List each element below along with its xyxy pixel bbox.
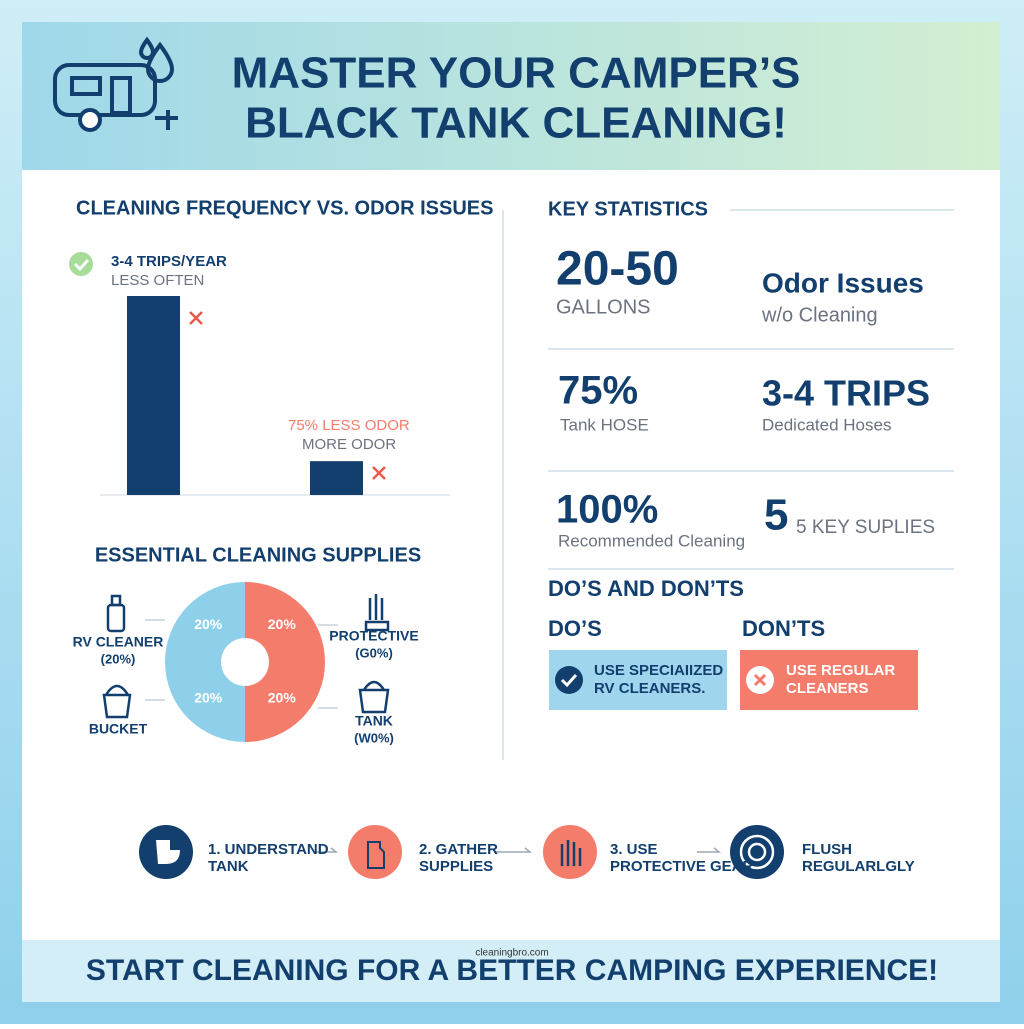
title-line: MASTER YOUR CAMPER’S: [232, 49, 801, 98]
donts-heading: DON’TS: [742, 616, 825, 641]
pie-annotation: (20%): [101, 651, 136, 666]
annotation: 3-4 TRIPS/YEAR: [111, 253, 227, 270]
stat-label: Recommended Cleaning: [558, 531, 745, 550]
section-title: DO’S AND DON’TS: [548, 576, 744, 601]
slice-label: 20%: [194, 616, 223, 632]
step-text: FLUSH: [802, 841, 852, 858]
stat-value: 100%: [556, 488, 658, 532]
annotation: MORE ODOR: [302, 436, 396, 453]
bar: [127, 296, 180, 495]
stat-label: Tank HOSE: [560, 415, 649, 434]
step-icons: [139, 825, 784, 879]
step-text: TANK: [208, 858, 249, 875]
do-text: RV CLEANERS.: [594, 680, 705, 697]
dont-text: CLEANERS: [786, 680, 869, 697]
stat-label: GALLONS: [556, 296, 650, 318]
stat-value: 75%: [558, 369, 638, 413]
chart-title: CLEANING FREQUENCY VS. ODOR ISSUES: [76, 197, 493, 219]
step-text: 2. GATHER: [419, 841, 498, 858]
section-title: KEY STATISTICS: [548, 198, 708, 220]
stat-value: 5: [764, 491, 788, 540]
step-text: 3. USE: [610, 841, 658, 858]
main-panel: [22, 170, 1000, 940]
pie-annotation: TANK: [355, 713, 393, 729]
cross-mark: [753, 673, 767, 687]
bar: [310, 461, 363, 495]
stat-value: Odor Issues: [762, 267, 924, 298]
stat-label: Dedicated Hoses: [762, 415, 891, 434]
slice-label: 20%: [268, 689, 297, 705]
camper-icon: [53, 36, 178, 132]
pie-annotation: (G0%): [355, 645, 393, 660]
header-band: [22, 22, 1000, 170]
step-text: 1. UNDERSTAND: [208, 841, 329, 858]
dos-heading: DO’S: [548, 616, 602, 641]
pie-slice: [245, 582, 325, 662]
pie-slice: [165, 662, 245, 742]
title-line: BLACK TANK CLEANING!: [245, 99, 787, 148]
pie-annotation: RV CLEANER: [73, 634, 164, 650]
pie-slice: [245, 662, 325, 742]
annotation: 75% LESS ODOR: [288, 417, 410, 434]
check-mark: [73, 259, 90, 272]
stat-value: 20-50: [556, 243, 679, 296]
stat-label: w/o Cleaning: [761, 304, 878, 326]
pie-annotation: PROTECTIVE: [329, 628, 418, 644]
footer-band: [22, 940, 1000, 1002]
pie-annotation: (W0%): [354, 730, 394, 745]
stat-value: 3-4 TRIPS: [762, 373, 930, 414]
footer-text: START CLEANING FOR A BETTER CAMPING EXPE…: [86, 954, 938, 987]
cross-icon: [189, 311, 386, 480]
step-text: SUPPLIES: [419, 858, 493, 875]
watermark: cleaningbro.com: [475, 948, 548, 959]
step-text: REGULARLGLY: [802, 858, 915, 875]
check-icon: [69, 252, 93, 276]
chart-title: ESSENTIAL CLEANING SUPPLIES: [95, 544, 421, 566]
pie-hole: [221, 638, 269, 686]
stat-rules: [548, 348, 954, 570]
dont-text: USE REGULAR: [786, 662, 895, 679]
slice-label: 20%: [194, 689, 223, 705]
check-mark: [560, 673, 578, 688]
stat-label: 5 KEY SUPLIES: [796, 517, 935, 538]
do-text: USE SPECIAIIZED: [594, 662, 723, 679]
pie-annotation: BUCKET: [89, 721, 148, 737]
check-icon: [555, 666, 583, 694]
pie-slice: [165, 582, 245, 662]
slice-label: 20%: [268, 616, 297, 632]
step-text: PROTECTIVE GEAR: [610, 858, 754, 875]
annotation: LESS OFTEN: [111, 272, 204, 289]
supply-icons: [102, 594, 390, 719]
